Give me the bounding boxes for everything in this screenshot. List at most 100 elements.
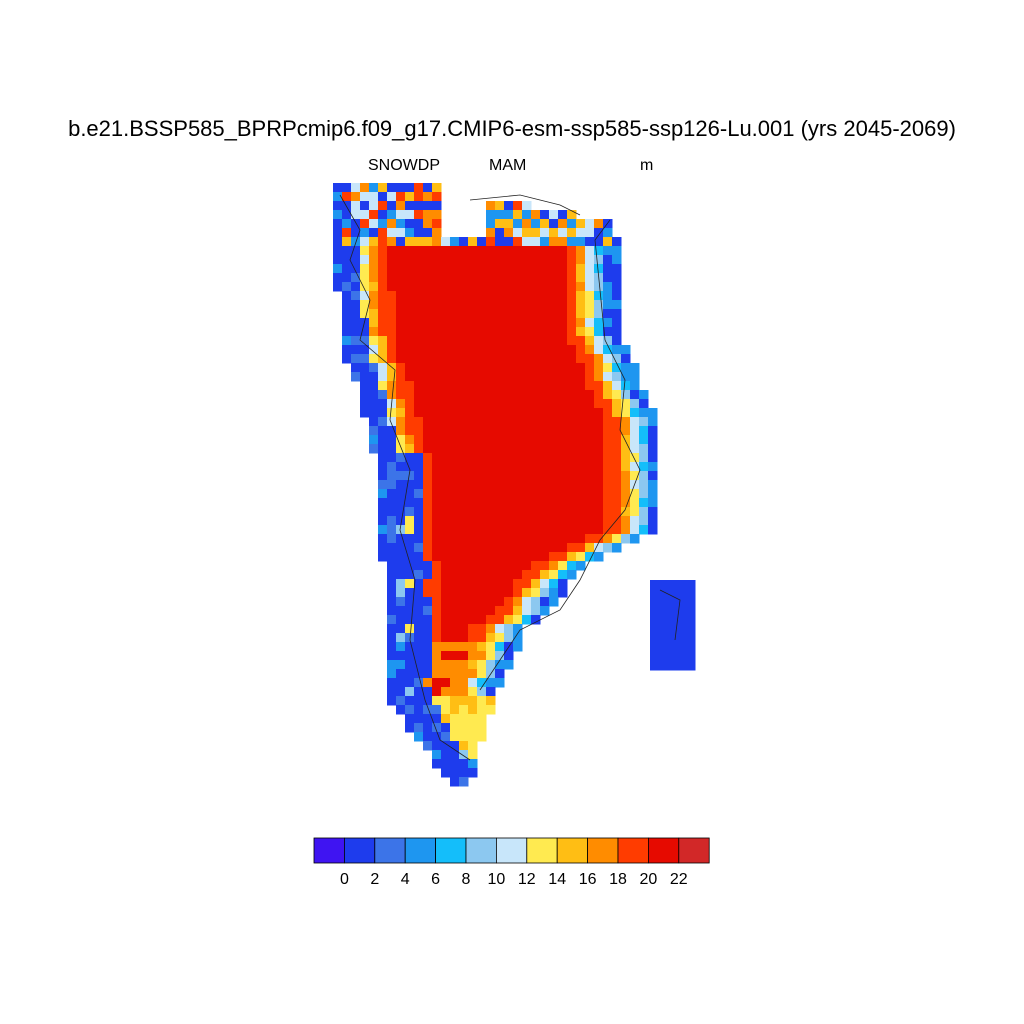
map-cell xyxy=(450,327,460,337)
map-cell xyxy=(549,498,559,508)
map-cell xyxy=(603,417,613,427)
map-cell xyxy=(414,435,424,445)
map-cell xyxy=(441,543,451,553)
map-cell xyxy=(396,345,406,355)
map-cell xyxy=(594,390,604,400)
map-cell xyxy=(549,246,559,256)
map-cell xyxy=(450,732,460,742)
map-cell xyxy=(360,291,370,301)
map-cell xyxy=(387,552,397,562)
map-cell xyxy=(495,201,505,211)
map-cell xyxy=(650,625,660,635)
map-cell xyxy=(639,516,649,526)
colorbar-box xyxy=(648,837,680,864)
map-cell xyxy=(477,399,487,409)
map-cell xyxy=(513,210,523,220)
map-cell xyxy=(630,390,640,400)
map-cell xyxy=(441,669,451,679)
map-cell xyxy=(495,588,505,598)
map-cell xyxy=(342,309,352,319)
map-cell xyxy=(423,723,433,733)
map-cell xyxy=(432,732,442,742)
map-cell xyxy=(432,336,442,346)
map-cell xyxy=(540,507,550,517)
map-cell xyxy=(459,678,469,688)
map-cell xyxy=(369,309,379,319)
map-cell xyxy=(677,598,687,608)
map-cell xyxy=(540,372,550,382)
map-cell xyxy=(486,480,496,490)
colorbar-box xyxy=(617,837,649,864)
map-cell xyxy=(360,237,370,247)
map-cell xyxy=(504,588,514,598)
map-cell xyxy=(405,561,415,571)
map-cell xyxy=(468,264,478,274)
map-cell xyxy=(369,228,379,238)
map-cell xyxy=(450,516,460,526)
map-cell xyxy=(648,498,658,508)
map-cell xyxy=(369,390,379,400)
map-cell xyxy=(648,516,658,526)
map-cell xyxy=(677,652,687,662)
map-cell xyxy=(486,255,496,265)
map-cell xyxy=(522,444,532,454)
map-cell xyxy=(468,750,478,760)
map-cell xyxy=(603,543,613,553)
map-cell xyxy=(441,489,451,499)
map-cell xyxy=(378,246,388,256)
map-cell xyxy=(405,327,415,337)
map-cell xyxy=(423,516,433,526)
map-cell xyxy=(585,273,595,283)
map-cell xyxy=(603,525,613,535)
map-cell xyxy=(576,390,586,400)
map-cell xyxy=(531,354,541,364)
map-cell xyxy=(414,192,424,202)
map-cell xyxy=(621,462,631,472)
map-cell xyxy=(531,336,541,346)
map-cell xyxy=(531,462,541,472)
map-cell xyxy=(459,714,469,724)
map-cell xyxy=(630,489,640,499)
map-cell xyxy=(477,363,487,373)
map-cell xyxy=(540,381,550,391)
map-cell xyxy=(668,607,678,617)
map-cell xyxy=(576,471,586,481)
map-cell xyxy=(414,723,424,733)
colorbar-box xyxy=(678,837,710,864)
map-cell xyxy=(603,246,613,256)
map-cell xyxy=(369,372,379,382)
map-cell xyxy=(450,552,460,562)
map-cell xyxy=(414,462,424,472)
map-cell xyxy=(405,345,415,355)
map-cell xyxy=(441,498,451,508)
map-cell xyxy=(477,471,487,481)
map-cell xyxy=(630,399,640,409)
map-cell xyxy=(576,345,586,355)
map-cell xyxy=(432,579,442,589)
map-cell xyxy=(522,336,532,346)
map-cell xyxy=(659,616,669,626)
map-cell xyxy=(648,471,658,481)
map-cell xyxy=(558,255,568,265)
map-cell xyxy=(369,246,379,256)
map-cell xyxy=(540,291,550,301)
map-cell xyxy=(432,669,442,679)
map-cell xyxy=(405,507,415,517)
map-cell xyxy=(369,219,379,229)
map-cell xyxy=(477,615,487,625)
map-cell xyxy=(540,255,550,265)
map-cell xyxy=(387,363,397,373)
map-cell xyxy=(450,534,460,544)
map-cell xyxy=(513,201,523,211)
map-cell xyxy=(639,489,649,499)
map-cell xyxy=(549,597,559,607)
map-cell xyxy=(495,354,505,364)
map-cell xyxy=(396,615,406,625)
map-cell xyxy=(450,462,460,472)
map-cell xyxy=(513,264,523,274)
map-cell xyxy=(414,633,424,643)
map-cell xyxy=(450,372,460,382)
map-cell xyxy=(576,435,586,445)
map-cell xyxy=(522,579,532,589)
map-cell xyxy=(378,201,388,211)
